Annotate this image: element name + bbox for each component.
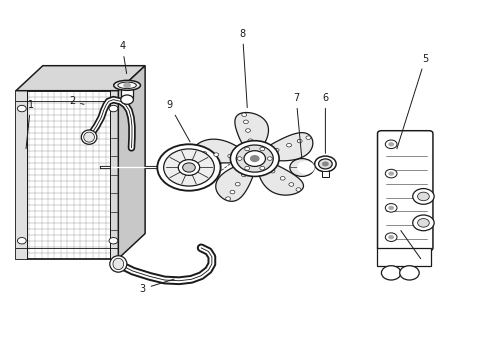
- Circle shape: [274, 148, 279, 152]
- Circle shape: [214, 153, 219, 156]
- Text: 8: 8: [240, 28, 247, 108]
- Circle shape: [202, 152, 207, 155]
- Circle shape: [318, 159, 332, 169]
- Circle shape: [242, 113, 246, 117]
- Circle shape: [121, 95, 133, 104]
- Circle shape: [385, 203, 397, 212]
- Polygon shape: [216, 163, 255, 201]
- Circle shape: [306, 136, 311, 139]
- Circle shape: [290, 158, 314, 176]
- Circle shape: [226, 197, 231, 201]
- Circle shape: [385, 169, 397, 178]
- Circle shape: [228, 154, 233, 158]
- Circle shape: [388, 235, 394, 239]
- Text: 5: 5: [397, 54, 428, 149]
- Circle shape: [385, 140, 397, 149]
- Ellipse shape: [110, 256, 127, 272]
- Circle shape: [260, 147, 265, 151]
- Circle shape: [242, 173, 246, 177]
- Circle shape: [244, 151, 266, 166]
- Circle shape: [385, 233, 397, 242]
- Text: 1: 1: [26, 100, 34, 149]
- Bar: [16, 91, 27, 258]
- Text: 6: 6: [322, 93, 328, 153]
- Text: 2: 2: [69, 96, 84, 107]
- Polygon shape: [235, 113, 269, 153]
- Circle shape: [230, 190, 235, 194]
- Bar: [16, 91, 118, 258]
- Ellipse shape: [113, 258, 123, 270]
- Circle shape: [289, 183, 294, 186]
- Circle shape: [260, 166, 265, 170]
- Circle shape: [230, 141, 279, 176]
- Circle shape: [280, 176, 285, 180]
- Text: 7: 7: [293, 93, 302, 158]
- Ellipse shape: [84, 132, 95, 142]
- Circle shape: [388, 206, 394, 210]
- Circle shape: [297, 161, 315, 174]
- Ellipse shape: [114, 80, 141, 90]
- Circle shape: [417, 192, 429, 201]
- Circle shape: [245, 129, 250, 132]
- Circle shape: [235, 183, 240, 186]
- Polygon shape: [16, 66, 145, 91]
- Circle shape: [164, 149, 214, 186]
- Circle shape: [322, 161, 329, 166]
- Text: 9: 9: [167, 100, 190, 142]
- Circle shape: [18, 238, 26, 244]
- Circle shape: [250, 155, 260, 162]
- Circle shape: [183, 163, 196, 172]
- Circle shape: [109, 238, 118, 244]
- Bar: [376, 248, 432, 266]
- Circle shape: [388, 171, 394, 176]
- Circle shape: [296, 188, 301, 191]
- Circle shape: [237, 157, 242, 160]
- Bar: [110, 91, 118, 258]
- Bar: [322, 171, 329, 177]
- Circle shape: [413, 215, 434, 231]
- Circle shape: [287, 143, 292, 147]
- Circle shape: [297, 139, 302, 143]
- Bar: [110, 112, 118, 237]
- Circle shape: [245, 147, 249, 151]
- Circle shape: [315, 156, 336, 172]
- Circle shape: [157, 144, 220, 191]
- Text: 3: 3: [140, 279, 174, 294]
- Circle shape: [192, 150, 197, 154]
- Circle shape: [236, 145, 273, 172]
- Circle shape: [18, 105, 26, 112]
- Circle shape: [270, 169, 275, 173]
- Polygon shape: [261, 132, 313, 161]
- Circle shape: [417, 219, 429, 227]
- Circle shape: [248, 139, 253, 143]
- Circle shape: [123, 82, 131, 88]
- Circle shape: [245, 166, 249, 170]
- Ellipse shape: [81, 130, 97, 144]
- Bar: [121, 87, 133, 98]
- Circle shape: [109, 105, 118, 112]
- Circle shape: [388, 142, 394, 147]
- Polygon shape: [118, 66, 145, 258]
- Ellipse shape: [118, 82, 136, 89]
- Circle shape: [413, 189, 434, 204]
- Circle shape: [400, 266, 419, 280]
- Circle shape: [178, 159, 200, 175]
- Circle shape: [268, 157, 272, 160]
- Circle shape: [244, 120, 248, 123]
- Text: 4: 4: [119, 41, 126, 74]
- Polygon shape: [258, 161, 303, 195]
- FancyBboxPatch shape: [377, 131, 433, 251]
- Polygon shape: [192, 139, 248, 163]
- Circle shape: [381, 266, 401, 280]
